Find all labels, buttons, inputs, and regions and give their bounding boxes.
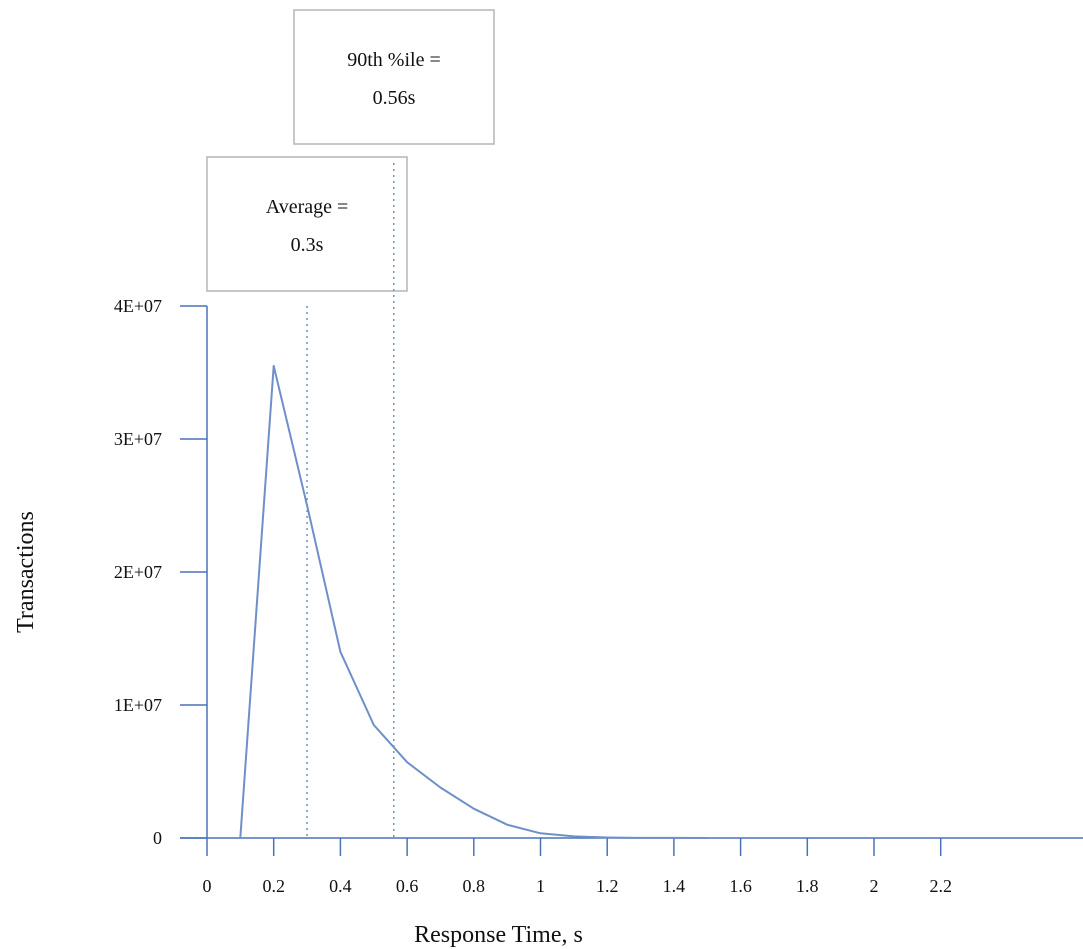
y-tick-label: 1E+07 — [114, 695, 162, 715]
annotation-label: 90th %ile = — [347, 49, 441, 71]
axes-layer — [180, 306, 1083, 839]
annotations-layer: Average = 0.3s 90th %ile = 0.56s — [206, 9, 495, 838]
y-tick-label: 3E+07 — [114, 429, 162, 449]
x-tick-label: 1.4 — [663, 876, 686, 896]
x-tick-label: 1.2 — [596, 876, 619, 896]
y-tick-label: 2E+07 — [114, 562, 162, 582]
x-tick-label: 2 — [870, 876, 879, 896]
y-axis-title: Transactions — [13, 511, 39, 633]
x-tick-label: 1 — [536, 876, 545, 896]
x-tick-label: 0.6 — [396, 876, 419, 896]
x-tick-label: 0.8 — [463, 876, 486, 896]
x-axis-ticks: 0 0.2 0.4 0.6 0.8 1 1.2 1.4 1.6 1.8 2 2.2 — [203, 838, 952, 896]
annotation-box — [206, 156, 408, 292]
y-tick-label: 0 — [153, 828, 162, 848]
annotation-value: 0.3s — [291, 234, 324, 256]
x-tick-label: 1.8 — [796, 876, 819, 896]
x-tick-label: 0 — [203, 876, 212, 896]
annotation-box — [293, 9, 495, 145]
x-tick-label: 0.2 — [262, 876, 285, 896]
annotation-label: Average = — [266, 196, 349, 218]
annotation-value: 0.56s — [373, 87, 416, 109]
y-tick-label: 4E+07 — [114, 296, 162, 316]
x-tick-label: 0.4 — [329, 876, 352, 896]
x-tick-label: 1.6 — [729, 876, 752, 896]
series-layer — [239, 364, 708, 839]
x-tick-label: 2.2 — [929, 876, 952, 896]
series-line — [239, 364, 708, 839]
x-axis-title: Response Time, s — [414, 922, 583, 948]
y-axis-ticks: 0 1E+07 2E+07 3E+07 4E+07 — [114, 296, 207, 848]
